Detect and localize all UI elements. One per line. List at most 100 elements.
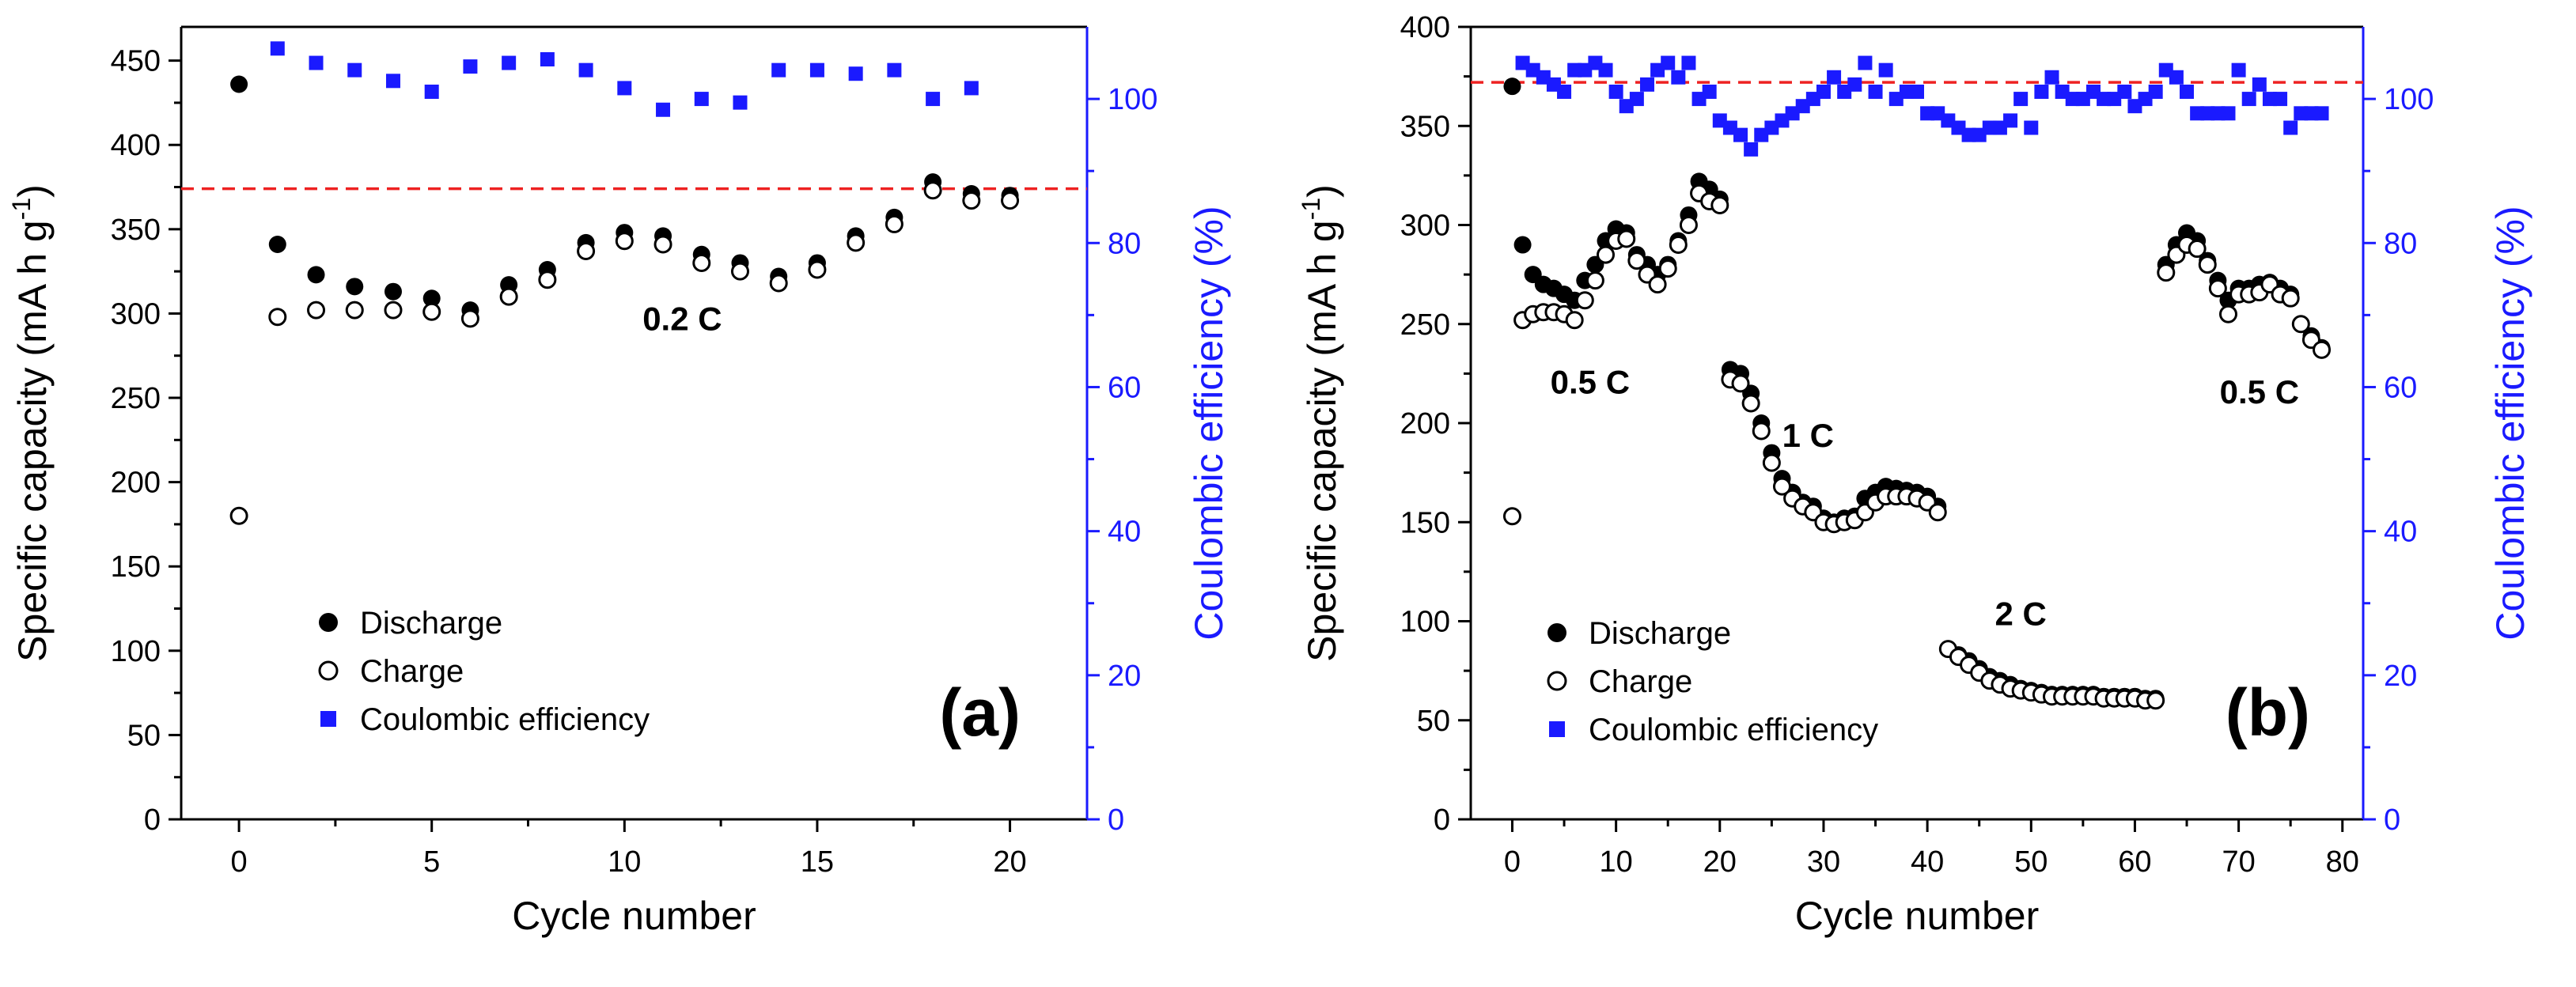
rate-annotation: 0.2 C [642, 301, 722, 338]
y2-tick-label: 0 [2384, 804, 2400, 837]
y-tick-label: 100 [111, 635, 161, 668]
y-tick-label: 300 [111, 297, 161, 331]
efficiency-point [2273, 92, 2288, 107]
efficiency-point [1868, 84, 1883, 99]
efficiency-point [2231, 62, 2246, 78]
x-tick-label: 70 [2222, 845, 2255, 879]
y-axis-label-main: Specific capacity (mA h g [10, 220, 55, 662]
charge-point [847, 233, 866, 252]
x-tick-label: 50 [2014, 845, 2048, 879]
y2-tick-label: 80 [1108, 227, 1141, 260]
efficiency-point [694, 92, 709, 107]
charge-point [1575, 291, 1594, 310]
y-tick-label: 400 [1400, 11, 1450, 44]
charge-point [2198, 255, 2217, 274]
efficiency-point [1671, 70, 1686, 85]
efficiency-point [2034, 84, 2049, 99]
efficiency-point [1816, 84, 1831, 99]
efficiency-point [1744, 142, 1759, 157]
charge-point [653, 235, 672, 254]
y-tick-label: 200 [111, 467, 161, 500]
efficiency-point [385, 74, 400, 89]
x-tick-label: 80 [2326, 845, 2359, 879]
efficiency-point [2314, 106, 2329, 121]
legend-entry-label: Discharge [360, 606, 502, 641]
charge-point [538, 270, 557, 289]
rate-annotation: 0.5 C [1551, 363, 1630, 400]
charge-point [577, 242, 596, 261]
y-tick-label: 250 [1400, 308, 1450, 342]
efficiency-point [1878, 62, 1893, 78]
y2-tick-label: 60 [1108, 371, 1141, 404]
y-tick-label: 250 [111, 382, 161, 415]
legend: Discharge Charge Coulombic efficiency [1547, 616, 1878, 747]
x-tick-label: 30 [1807, 845, 1840, 879]
charge-point [769, 274, 788, 293]
efficiency-point [848, 66, 863, 81]
efficiency-point [926, 92, 941, 107]
y2-tick-label: 100 [2384, 83, 2434, 116]
x-tick-label: 0 [1504, 845, 1521, 879]
charge-series [1502, 183, 2332, 710]
charge-point [1597, 245, 1616, 264]
panel-label: (a) [939, 675, 1021, 750]
efficiency-point [1910, 84, 1924, 99]
y2-tick-label: 100 [1108, 83, 1157, 116]
x-tick-label: 10 [608, 845, 641, 879]
efficiency-point [424, 84, 439, 99]
y-axis-label-superscript: -1 [1297, 198, 1325, 220]
efficiency-series [1515, 55, 2329, 157]
charge-point [923, 181, 942, 200]
y-tick-label: 450 [111, 45, 161, 78]
charge-point [499, 287, 518, 306]
efficiency-point [1847, 77, 1862, 92]
efficiency-point [1858, 55, 1873, 70]
legend-efficiency-marker [1549, 721, 1565, 737]
discharge-series [230, 75, 1019, 320]
x-tick-label: 5 [423, 845, 440, 879]
efficiency-point [1661, 55, 1676, 70]
charge-point [1710, 195, 1729, 214]
x-tick-label: 20 [1703, 845, 1737, 879]
charge-point [615, 232, 634, 251]
charge-point [2208, 279, 2227, 298]
charge-point [345, 301, 364, 320]
y-tick-label: 150 [1400, 506, 1450, 539]
efficiency-point [2252, 77, 2267, 92]
charge-point [2281, 289, 2300, 308]
y2-axis-label: Coulombic efficiency (%) [1187, 206, 1231, 640]
legend-charge-marker [318, 660, 339, 681]
legend-discharge-marker [319, 613, 338, 632]
legend-entry-label: Coulombic efficiency [1589, 713, 1878, 747]
x-tick-label: 40 [1911, 845, 1944, 879]
charge-point [2313, 340, 2332, 359]
charge-point [2157, 263, 2176, 282]
y-axis-label: Specific capacity (mA h g-1) [1297, 184, 1344, 662]
efficiency-point [656, 102, 671, 117]
y2-tick-label: 20 [1108, 660, 1141, 693]
efficiency-point [2241, 92, 2256, 107]
discharge-point [1503, 78, 1521, 96]
charge-point [229, 506, 248, 525]
efficiency-point [270, 41, 285, 56]
efficiency-point [1702, 84, 1717, 99]
y2-tick-label: 20 [2384, 660, 2417, 693]
efficiency-point [733, 95, 748, 110]
efficiency-point [1598, 62, 1613, 78]
x-tick-label: 60 [2118, 845, 2151, 879]
charge-point [1762, 453, 1781, 472]
discharge-point [346, 278, 364, 296]
charge-point [2291, 315, 2310, 334]
charge-point [1627, 251, 1646, 270]
legend-entry-label: Discharge [1589, 616, 1731, 651]
charge-series [229, 181, 1020, 525]
charge-point [2146, 691, 2165, 710]
charge-point [1565, 311, 1584, 330]
panel-label: (b) [2226, 675, 2310, 750]
y-axis-label-close: ) [1300, 184, 1344, 198]
charge-point [808, 260, 827, 279]
efficiency-point [809, 62, 824, 78]
y-tick-label: 200 [1400, 407, 1450, 441]
legend-entry-label: Charge [1589, 664, 1692, 699]
